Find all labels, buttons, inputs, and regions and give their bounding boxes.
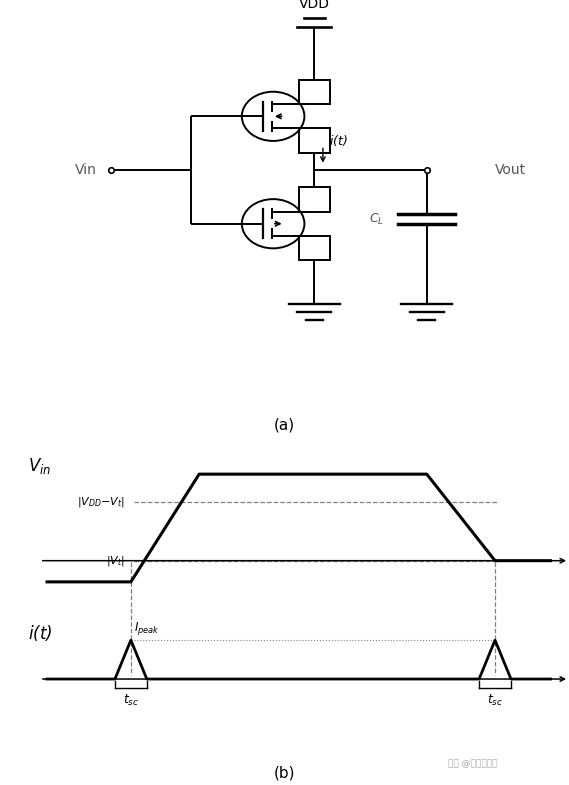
Text: (b): (b) [274, 765, 295, 780]
Text: 知乎 @一个小觑仔: 知乎 @一个小觑仔 [448, 759, 497, 769]
Text: $|V_{DD}$$-V_t|$: $|V_{DD}$$-V_t|$ [77, 495, 125, 509]
Bar [299, 236, 330, 261]
Bar [299, 79, 330, 104]
Text: Vin: Vin [75, 163, 97, 177]
Text: $|V_t|$: $|V_t|$ [106, 553, 125, 568]
Bar [299, 187, 330, 212]
Text: $i$(t): $i$(t) [28, 623, 53, 643]
Text: (a): (a) [274, 418, 295, 433]
Text: VDD: VDD [299, 0, 330, 11]
Bar [299, 129, 330, 153]
Text: $t_{sc}$: $t_{sc}$ [487, 693, 503, 708]
Text: $C_L$: $C_L$ [369, 212, 384, 227]
Text: $i$(t): $i$(t) [329, 133, 348, 148]
Text: $I_{peak}$: $I_{peak}$ [134, 619, 159, 637]
Text: $t_{sc}$: $t_{sc}$ [123, 693, 139, 708]
Text: Vout: Vout [495, 163, 526, 177]
Text: $V_{in}$: $V_{in}$ [28, 456, 52, 476]
